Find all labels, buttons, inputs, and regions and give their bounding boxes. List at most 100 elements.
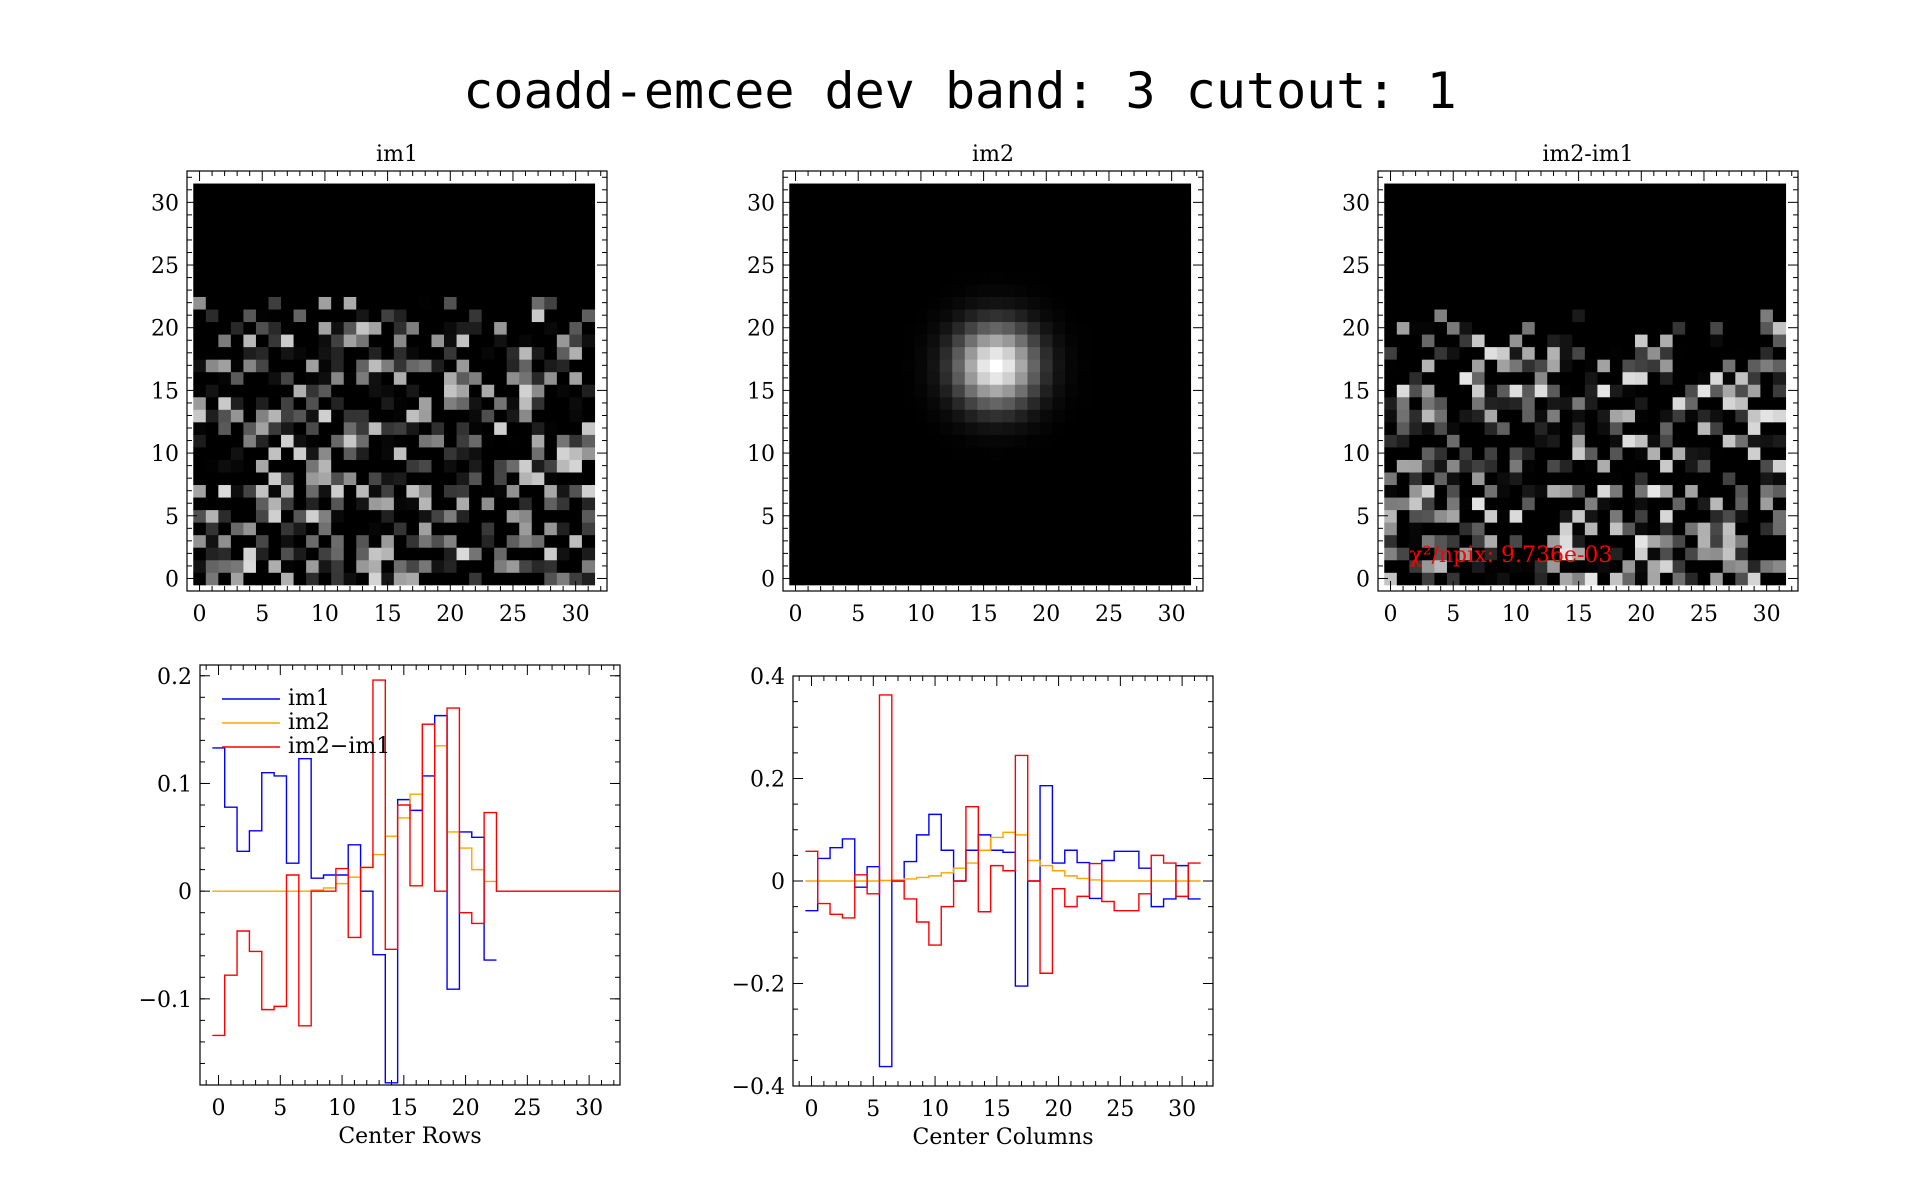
pixel	[952, 208, 966, 222]
pixel	[1102, 471, 1116, 486]
pixel	[1735, 283, 1749, 297]
pixel	[902, 384, 916, 398]
pixel	[851, 559, 866, 573]
pixel	[406, 484, 420, 498]
pixel	[839, 484, 853, 498]
pixel	[927, 409, 941, 423]
pixel	[581, 522, 596, 536]
pixel	[1027, 271, 1041, 285]
pixel	[356, 246, 370, 260]
pixel	[1014, 371, 1029, 385]
pixel	[789, 421, 803, 435]
pixel	[243, 534, 257, 548]
pixel	[306, 308, 320, 323]
pixel	[1065, 559, 1079, 573]
pixel	[393, 246, 408, 260]
pixel	[851, 496, 866, 511]
pixel	[1559, 221, 1573, 235]
pixel	[481, 459, 495, 473]
pixel	[1509, 484, 1523, 498]
pixel	[481, 509, 495, 523]
pixel	[481, 496, 495, 511]
pixel	[331, 547, 345, 561]
pixel	[1710, 321, 1724, 335]
pixel	[902, 346, 916, 360]
pixel	[1672, 183, 1686, 197]
pixel	[1152, 534, 1166, 548]
pixel	[569, 384, 583, 398]
pixel	[418, 384, 433, 398]
pixel	[1635, 308, 1649, 323]
pixel	[531, 258, 545, 272]
pixel	[902, 446, 916, 460]
pixel	[1177, 384, 1192, 398]
pixel	[839, 258, 853, 272]
pixel	[368, 396, 382, 410]
pixel	[1090, 333, 1104, 348]
pixel	[1052, 409, 1066, 423]
pixel	[481, 384, 495, 398]
pixel	[1115, 308, 1129, 323]
pixel	[193, 559, 207, 573]
pixel	[444, 371, 458, 385]
pixel	[789, 346, 803, 360]
pixel	[1484, 246, 1498, 260]
pixel	[877, 471, 891, 486]
pixel	[889, 559, 903, 573]
pixel	[1140, 246, 1154, 260]
pixel	[1472, 196, 1486, 210]
pixel	[826, 208, 841, 222]
series-line	[805, 694, 1201, 974]
pixel	[569, 509, 583, 523]
pixel	[826, 396, 841, 410]
pixel	[1760, 496, 1774, 511]
pixel	[1077, 283, 1091, 297]
pixel	[1710, 534, 1724, 548]
pixel	[927, 308, 941, 323]
pixel	[306, 446, 320, 460]
pixel	[556, 183, 570, 197]
y-tick-label: 15	[151, 379, 179, 404]
pixel	[977, 246, 991, 260]
pixel	[243, 359, 257, 373]
pixel	[1660, 421, 1674, 435]
pixel	[1127, 409, 1141, 423]
pixel	[1534, 308, 1548, 323]
pixel	[977, 384, 991, 398]
pixel	[444, 333, 458, 348]
pixel	[1396, 183, 1410, 197]
pixel	[1127, 396, 1141, 410]
pixel	[1672, 321, 1686, 335]
pixel	[1509, 258, 1523, 272]
pixel	[368, 496, 382, 511]
pixel	[1622, 421, 1636, 435]
y-tick-label: 5	[165, 505, 179, 530]
pixel	[519, 283, 533, 297]
pixel	[801, 409, 815, 423]
pixel	[1697, 246, 1711, 260]
pixel	[1760, 446, 1774, 460]
pixel	[293, 471, 307, 486]
pixel	[1140, 371, 1154, 385]
pixel	[306, 221, 320, 235]
pixel	[406, 321, 420, 335]
pixel	[1421, 333, 1436, 348]
pixel	[393, 384, 408, 398]
pixel	[381, 371, 395, 385]
pixel	[939, 534, 953, 548]
pixel	[1760, 371, 1774, 385]
pixel	[1609, 559, 1624, 573]
pixel	[939, 547, 953, 561]
pixel	[1697, 384, 1711, 398]
pixel	[826, 371, 841, 385]
pixel	[1115, 233, 1129, 247]
pixel	[1002, 196, 1016, 210]
pixel	[1472, 371, 1486, 385]
pixel	[431, 572, 445, 586]
pixel	[1040, 333, 1054, 348]
pixel	[1065, 371, 1079, 385]
pixel	[1760, 308, 1774, 323]
pixel	[444, 258, 458, 272]
pixel	[306, 534, 320, 548]
pixel	[927, 321, 941, 335]
